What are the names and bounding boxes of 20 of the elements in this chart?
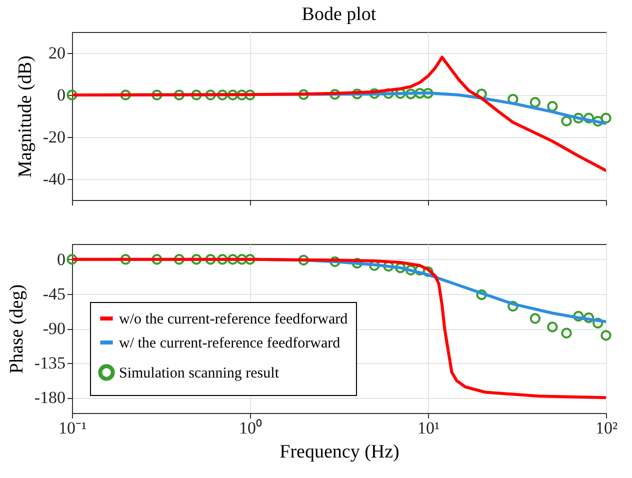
x-tick-label: 10⁻¹ xyxy=(58,418,87,438)
y-tick-label: 20 xyxy=(48,44,66,62)
y-tick-label: 0 xyxy=(57,250,66,269)
legend-label: w/o the current-reference feedforward xyxy=(119,312,348,328)
x-tick-label: 10¹ xyxy=(417,418,440,438)
y-axis-title: Phase (deg) xyxy=(6,284,28,374)
x-axis-title: Frequency (Hz) xyxy=(280,442,400,462)
y-tick-label: -40 xyxy=(42,170,66,188)
x-tick-label: 10⁰ xyxy=(239,418,262,438)
chart-title: Bode plot xyxy=(302,4,377,25)
y-tick-label: -90 xyxy=(42,319,66,338)
y-tick-label: -45 xyxy=(42,284,66,304)
x-tick-label: 10² xyxy=(595,418,618,438)
y-tick-label: -180 xyxy=(34,388,66,408)
y-axis-title: Magnitude (dB) xyxy=(14,56,36,178)
y-tick-label: 0 xyxy=(57,86,66,104)
y-tick-label: -135 xyxy=(34,354,66,373)
legend-label: w/ the current-reference feedforward xyxy=(119,336,341,352)
legend-label: Simulation scanning result xyxy=(119,366,280,382)
y-tick-label: -20 xyxy=(42,128,66,146)
